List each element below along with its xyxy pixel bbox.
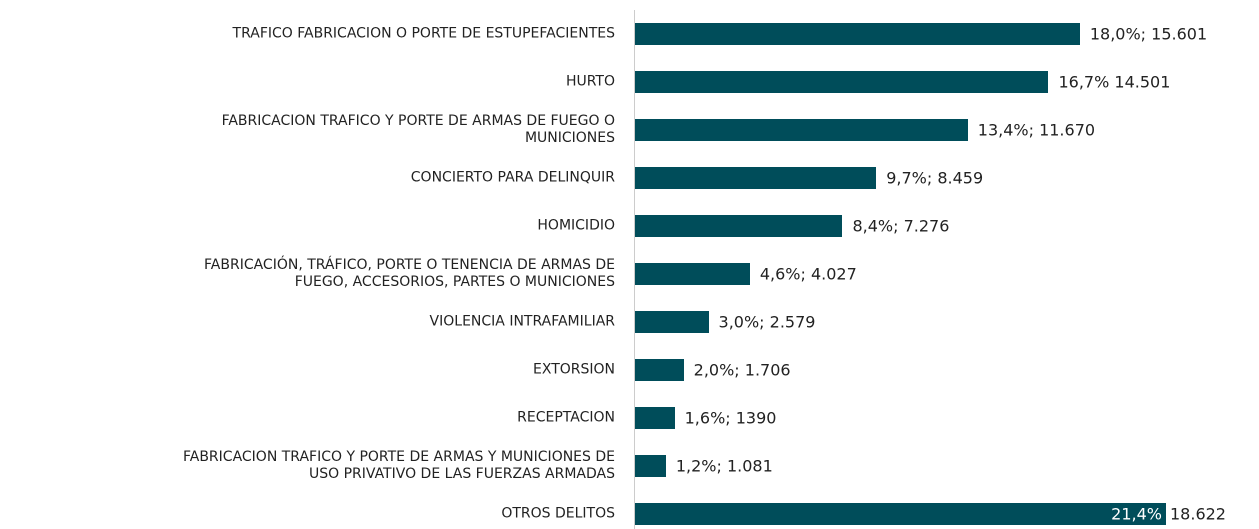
category-label: CONCIERTO PARA DELINQUIR — [410, 169, 615, 186]
bar — [635, 167, 877, 189]
bar — [635, 359, 684, 381]
value-label: 8,4%; 7.276 — [852, 216, 950, 236]
value-label: 13,4%; 11.670 — [977, 120, 1096, 140]
value-label: 1,2%; 1.081 — [675, 456, 773, 476]
category-label: EXTORSION — [533, 361, 615, 378]
bar — [635, 23, 1080, 45]
value-label: 9,7%; 8.459 — [886, 168, 984, 188]
category-label: FABRICACION TRAFICO Y PORTE DE ARMAS Y M… — [182, 449, 615, 482]
value-label: 21,4% — [1111, 504, 1162, 524]
bar — [635, 503, 1166, 525]
category-label: HURTO — [565, 73, 615, 90]
category-label: RECEPTACION — [517, 409, 615, 426]
bar — [635, 71, 1049, 93]
value-label: 16,7% 14.501 — [1058, 72, 1171, 92]
value-label: 1,6%; 1390 — [684, 408, 777, 428]
bar — [635, 119, 968, 141]
value-label: 4,6%; 4.027 — [759, 264, 857, 284]
bar — [635, 215, 843, 237]
value-label: 18.622 — [1170, 504, 1226, 524]
value-label: 3,0%; 2.579 — [718, 312, 816, 332]
category-label: FABRICACION TRAFICO Y PORTE DE ARMAS DE … — [221, 113, 615, 146]
value-label: 18,0%; 15.601 — [1089, 24, 1208, 44]
category-label: HOMICIDIO — [537, 217, 615, 234]
bar — [635, 311, 709, 333]
bar — [635, 407, 675, 429]
bar — [635, 263, 750, 285]
value-label: 2,0%; 1.706 — [693, 360, 791, 380]
category-label: TRAFICO FABRICACION O PORTE DE ESTUPEFAC… — [232, 25, 615, 42]
category-label: FABRICACIÓN, TRÁFICO, PORTE O TENENCIA D… — [204, 257, 615, 290]
category-label: VIOLENCIA INTRAFAMILIAR — [429, 313, 615, 330]
bar — [635, 455, 666, 477]
axis-line — [634, 10, 635, 529]
category-label: OTROS DELITOS — [501, 505, 615, 522]
